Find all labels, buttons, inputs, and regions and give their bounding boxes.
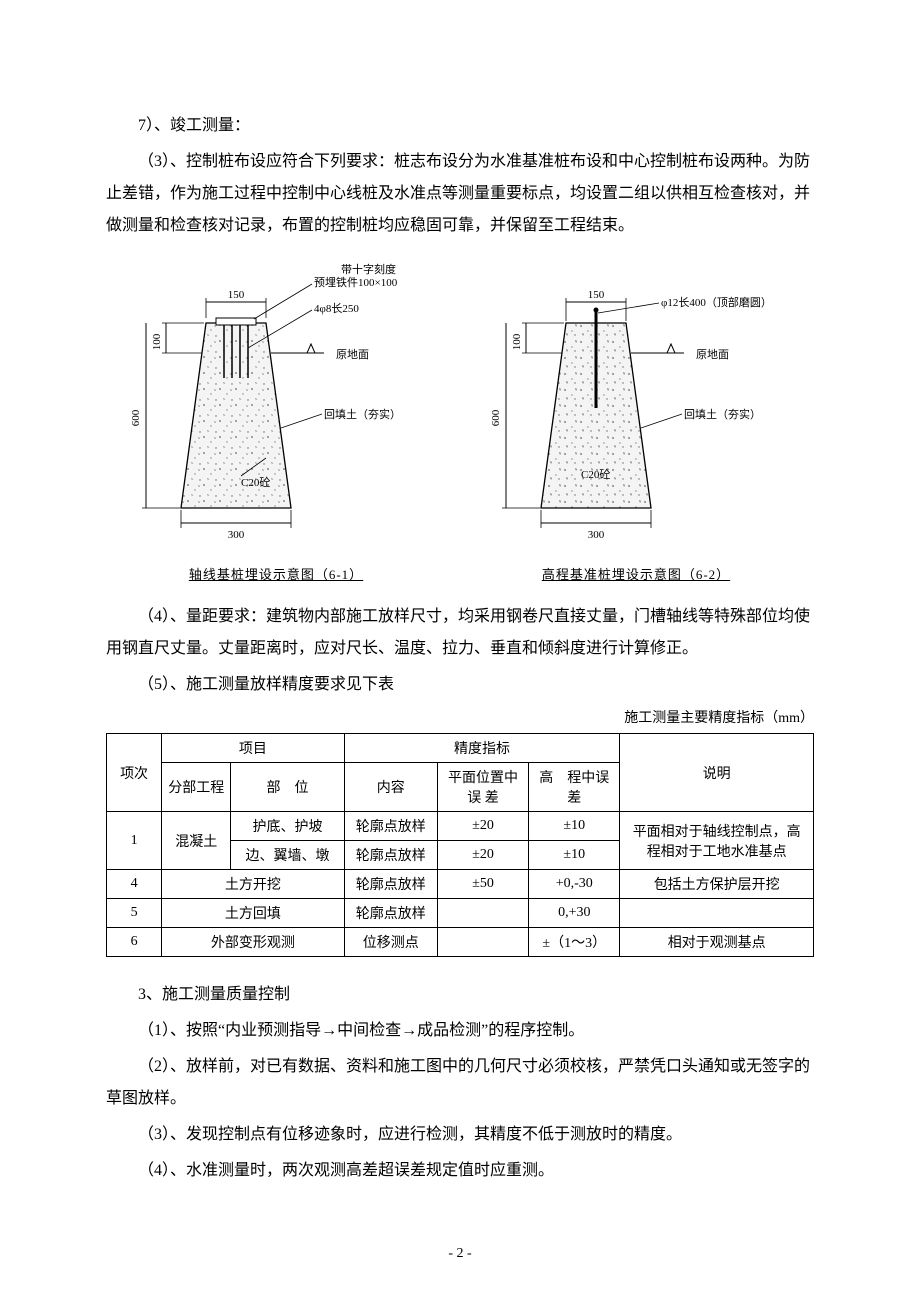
dim-600-left: 600 <box>130 409 142 426</box>
dim-100-left: 100 <box>151 333 163 350</box>
page-number: - 2 - <box>0 1246 920 1262</box>
table-row: 5 土方回填 轮廓点放样 0,+30 <box>107 899 814 928</box>
paragraph-s3-4: （4）、水准测量时，两次观测高差超误差规定值时应重测。 <box>106 1155 814 1187</box>
precision-table: 项次 项目 精度指标 说明 分部工程 部 位 内容 平面位置中 误 差 高 程中… <box>106 733 814 957</box>
label-note1: 带十字刻度 <box>341 262 396 276</box>
paragraph-7: 7）、竣工测量： <box>106 110 814 142</box>
figure-left-caption: 轴线基桩埋设示意图（6-1） <box>106 564 446 583</box>
cell-note-6: 相对于观测基点 <box>620 928 814 957</box>
label-concrete-right: C20砼 <box>581 468 610 481</box>
label-note2: 预埋铁件100×100 <box>314 276 398 289</box>
cell-fenbu-1: 混凝土 <box>162 812 231 870</box>
figure-right-svg: 150 100 600 300 φ12长400（顶部磨圆） <box>466 258 806 558</box>
paragraph-3: （3）、控制桩布设应符合下列要求：桩志布设分为水准基准桩布设和中心控制桩布设两种… <box>106 146 814 242</box>
cell-nr-5: 轮廓点放样 <box>344 899 437 928</box>
label-ground-left: 原地面 <box>336 348 369 361</box>
cell-num-1: 1 <box>107 812 162 870</box>
document-page: 7）、竣工测量： （3）、控制桩布设应符合下列要求：桩志布设分为水准基准桩布设和… <box>0 0 920 1302</box>
th-fenbu: 分部工程 <box>162 763 231 812</box>
cell-num-5: 5 <box>107 899 162 928</box>
figure-right-caption: 高程基准桩埋设示意图（6-2） <box>466 564 806 583</box>
dim-top-right: 150 <box>588 289 605 301</box>
table-row: 4 土方开挖 轮廓点放样 ±50 +0,-30 包括土方保护层开挖 <box>107 870 814 899</box>
label-bar-left: 4φ8长250 <box>314 302 359 315</box>
dim-top-left: 150 <box>228 289 245 301</box>
table-row: 1 混凝土 护底、护坡 轮廓点放样 ±20 ±10 平面相对于轴线控制点，高程相… <box>107 812 814 841</box>
dim-600-right: 600 <box>490 409 502 426</box>
figure-right: 150 100 600 300 φ12长400（顶部磨圆） <box>466 258 806 583</box>
th-pingmian: 平面位置中 误 差 <box>437 763 528 812</box>
label-bar-right: φ12长400（顶部磨圆） <box>661 295 772 309</box>
cell-pm-4: ±50 <box>437 870 528 899</box>
cell-num-4: 4 <box>107 870 162 899</box>
th-jingdu: 精度指标 <box>344 734 620 763</box>
dim-100-right: 100 <box>511 333 523 350</box>
figure-row: 150 100 600 300 带十字刻度 预埋铁 <box>106 258 814 583</box>
cell-nr-1b: 轮廓点放样 <box>344 841 437 870</box>
cell-note-4: 包括土方保护层开挖 <box>620 870 814 899</box>
label-backfill-left: 回填土（夯实） <box>324 407 401 421</box>
th-xiangmu: 项目 <box>162 734 345 763</box>
cell-pm-1b: ±20 <box>437 841 528 870</box>
cell-nr-6: 位移测点 <box>344 928 437 957</box>
cell-pm-5 <box>437 899 528 928</box>
cell-gc-6: ±（1～3） <box>529 928 620 957</box>
label-ground-right: 原地面 <box>696 348 729 361</box>
label-concrete-left: C20砼 <box>241 476 270 489</box>
cell-pm-1a: ±20 <box>437 812 528 841</box>
cell-num-6: 6 <box>107 928 162 957</box>
label-backfill-right: 回填土（夯实） <box>684 407 761 421</box>
paragraph-s3-2: （2）、放样前，对已有数据、资料和施工图中的几何尺寸必须校核，严禁凭口头通知或无… <box>106 1051 814 1115</box>
table-row: 6 外部变形观测 位移测点 ±（1～3） 相对于观测基点 <box>107 928 814 957</box>
cell-note-1: 平面相对于轴线控制点，高程相对于工地水准基点 <box>620 812 814 870</box>
cell-buwei-1b: 边、翼墙、墩 <box>231 841 344 870</box>
cell-fenbu-6: 外部变形观测 <box>162 928 345 957</box>
cell-fenbu-5: 土方回填 <box>162 899 345 928</box>
table-caption: 施工测量主要精度指标（mm） <box>106 707 814 727</box>
dim-300-right: 300 <box>588 529 605 541</box>
th-gaocheng: 高 程中误差 <box>529 763 620 812</box>
figure-left: 150 100 600 300 带十字刻度 预埋铁 <box>106 258 446 583</box>
paragraph-s3-1: （1）、按照“内业预测指导→中间检查→成品检测”的程序控制。 <box>106 1015 814 1047</box>
paragraph-4: （4）、量距要求：建筑物内部施工放样尺寸，均采用钢卷尺直接丈量，门槽轴线等特殊部… <box>106 601 814 665</box>
paragraph-s3: 3、施工测量质量控制 <box>106 979 814 1011</box>
cell-buwei-1a: 护底、护坡 <box>231 812 344 841</box>
th-buwei: 部 位 <box>231 763 344 812</box>
cell-fenbu-4: 土方开挖 <box>162 870 345 899</box>
cell-nr-4: 轮廓点放样 <box>344 870 437 899</box>
th-neirong: 内容 <box>344 763 437 812</box>
cell-gc-1a: ±10 <box>529 812 620 841</box>
table-header-row-1: 项次 项目 精度指标 说明 <box>107 734 814 763</box>
cell-gc-4: +0,-30 <box>529 870 620 899</box>
dim-300-left: 300 <box>228 529 245 541</box>
paragraph-s3-3: （3）、发现控制点有位移迹象时，应进行检测，其精度不低于测放时的精度。 <box>106 1119 814 1151</box>
cell-nr-1a: 轮廓点放样 <box>344 812 437 841</box>
cell-gc-1b: ±10 <box>529 841 620 870</box>
th-shuoming: 说明 <box>620 734 814 812</box>
cell-pm-6 <box>437 928 528 957</box>
th-xiangci: 项次 <box>107 734 162 812</box>
paragraph-5: （5）、施工测量放样精度要求见下表 <box>106 669 814 701</box>
figure-left-svg: 150 100 600 300 带十字刻度 预埋铁 <box>106 258 446 558</box>
cell-note-5 <box>620 899 814 928</box>
cell-gc-5: 0,+30 <box>529 899 620 928</box>
